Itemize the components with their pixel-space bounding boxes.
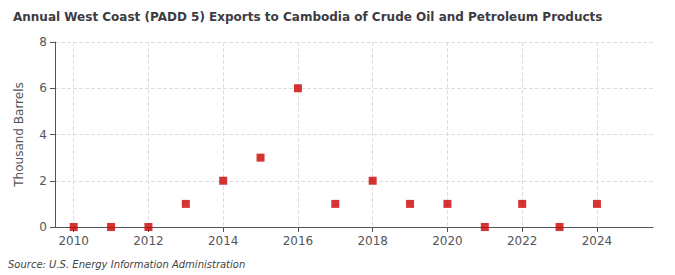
svg-text:2016: 2016 <box>283 234 314 248</box>
svg-text:8: 8 <box>39 35 47 49</box>
svg-text:2024: 2024 <box>582 234 613 248</box>
svg-text:0: 0 <box>39 220 47 234</box>
svg-text:2010: 2010 <box>58 234 89 248</box>
svg-text:2012: 2012 <box>133 234 164 248</box>
svg-text:2014: 2014 <box>208 234 239 248</box>
svg-text:2: 2 <box>39 174 47 188</box>
svg-text:Source: U.S. Energy Informatio: Source: U.S. Energy Information Administ… <box>8 259 245 270</box>
svg-text:6: 6 <box>39 81 47 95</box>
svg-text:Annual West Coast (PADD 5) Exp: Annual West Coast (PADD 5) Exports to Ca… <box>13 10 602 24</box>
svg-text:2020: 2020 <box>432 234 463 248</box>
svg-text:Thousand Barrels: Thousand Barrels <box>12 82 26 187</box>
svg-text:2022: 2022 <box>507 234 538 248</box>
svg-text:4: 4 <box>39 128 47 142</box>
svg-text:2018: 2018 <box>357 234 388 248</box>
